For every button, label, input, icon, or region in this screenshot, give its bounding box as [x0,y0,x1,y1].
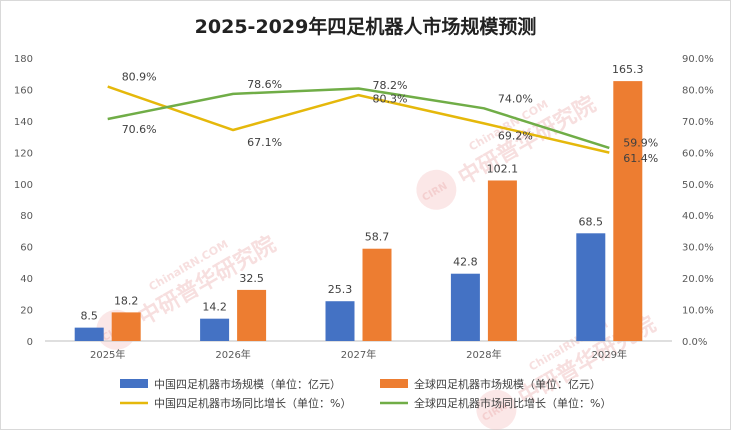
y-right-tick-label: 80.0% [682,85,714,96]
legend-swatch [380,379,408,388]
y-left-tick-label: 160 [14,85,33,96]
bar-data-label: 25.3 [328,283,353,296]
y-left-tick-label: 140 [14,117,33,128]
bar-data-label: 8.5 [80,310,98,323]
y-right-tick-label: 90.0% [682,54,714,65]
bar-data-label: 18.2 [114,294,139,307]
bar-data-label: 32.5 [239,272,264,285]
y-left-tick-label: 80 [20,211,33,222]
bar [576,233,606,341]
bar [237,289,267,341]
y-right-tick-label: 40.0% [682,211,714,222]
y-left-tick-label: 120 [14,148,33,159]
x-tick-label: 2026年 [215,348,250,361]
bar [74,327,104,341]
line-data-label: 69.2% [498,129,533,142]
y-left-tick-label: 40 [20,274,33,285]
y-right-tick-label: 50.0% [682,180,714,191]
bar-data-label: 165.3 [612,63,644,76]
watermark-logo-circle [476,389,517,430]
line-data-label: 61.4% [623,152,658,165]
y-right-tick-label: 30.0% [682,243,714,254]
y-left-tick-label: 0 [27,337,33,348]
bar-data-label: 68.5 [579,215,604,228]
y-right-tick-label: 20.0% [682,274,714,285]
line-data-label: 80.9% [122,71,157,84]
line-data-label: 67.1% [247,136,282,149]
line-data-label: 80.3% [373,93,408,106]
bar-data-label: 58.7 [365,231,390,244]
y-right-tick-label: 70.0% [682,117,714,128]
bar [325,301,355,341]
y-left-tick-label: 180 [14,54,33,65]
bar [487,180,517,341]
chart-title: 2025-2029年四足机器人市场规模预测 [194,16,537,38]
bar [613,81,643,341]
line-data-label: 70.6% [122,123,157,136]
bar [111,312,141,341]
legend-swatch [120,379,148,388]
x-tick-label: 2028年 [466,348,501,361]
x-tick-label: 2025年 [90,348,125,361]
y-left-tick-label: 100 [14,180,33,191]
bar [450,273,480,341]
line-data-label: 78.2% [373,79,408,92]
y-left-tick-label: 60 [20,243,33,254]
x-tick-label: 2029年 [592,348,627,361]
bar [200,318,230,341]
bar-data-label: 102.1 [487,162,519,175]
y-right-tick-label: 10.0% [682,306,714,317]
bar [362,248,392,341]
bar-data-label: 42.8 [453,256,478,269]
x-tick-label: 2027年 [341,348,376,361]
legend-label: 全球四足机器市场规模（单位：亿元） [414,377,601,391]
line-series [107,87,610,150]
line-data-label: 74.0% [498,92,533,105]
line-data-label: 78.6% [247,78,282,91]
y-right-tick-label: 0.0% [682,337,707,348]
legend-label: 全球四足机器市场同比增长（单位：%） [414,396,611,410]
watermark-logo-circle [416,169,457,210]
legend-label: 中国四足机器市场同比增长（单位：%） [154,396,351,410]
legend-label: 中国四足机器市场规模（单位：亿元） [154,377,341,391]
bar-data-label: 14.2 [202,301,227,314]
y-right-tick-label: 60.0% [682,148,714,159]
y-left-tick-label: 20 [20,306,33,317]
line-series [107,85,610,154]
line-data-label: 59.9% [623,137,658,150]
